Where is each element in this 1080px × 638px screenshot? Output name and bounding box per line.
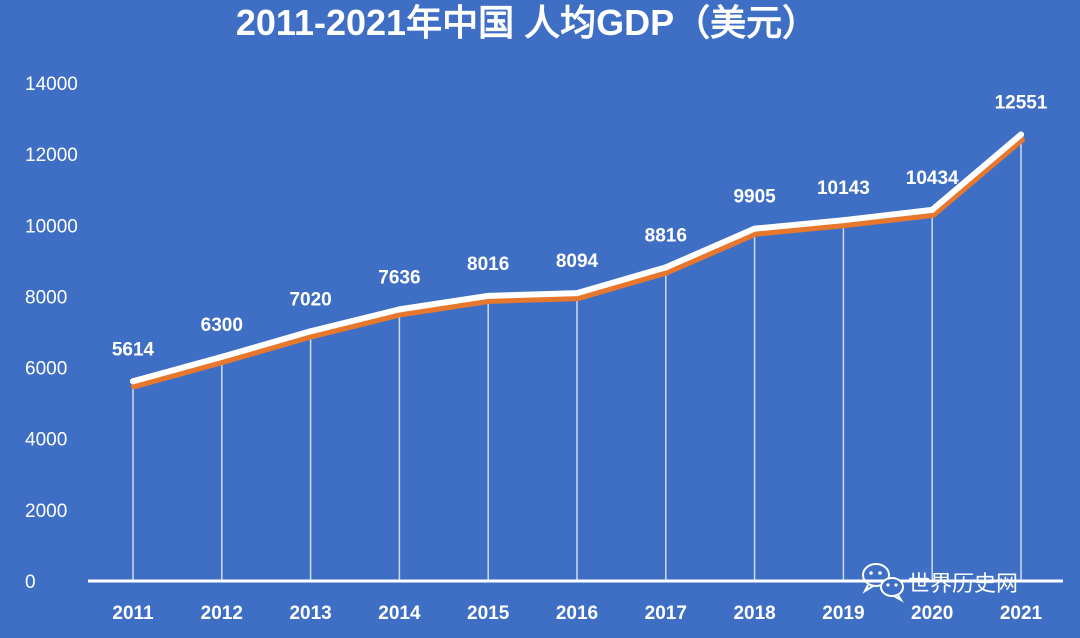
series (130, 131, 1025, 390)
x-tick-label: 2015 (467, 603, 510, 624)
data-point (396, 306, 403, 313)
wechat-icon (862, 563, 904, 603)
data-labels: 5614 6300 7020 7636 8016 8094 8816 9905 10143 104… (112, 93, 1048, 361)
data-label: 6300 (201, 315, 243, 336)
watermark-text: 世界历史网 (908, 571, 1018, 596)
y-tick-label: 6000 (25, 359, 67, 380)
data-point (130, 378, 136, 385)
data-point (1018, 131, 1024, 138)
x-tick-label: 2019 (822, 603, 864, 624)
x-tick-label: 2021 (1000, 603, 1043, 624)
x-tick-label: 2020 (911, 603, 953, 624)
data-point (929, 206, 936, 213)
y-tick-label: 8000 (25, 287, 67, 308)
data-label: 12551 (995, 93, 1048, 114)
data-point (662, 264, 669, 271)
y-axis-ticks: 0 2000 4000 6000 8000 10000 12000 14000 (25, 74, 78, 593)
data-point (574, 290, 580, 297)
x-tick-label: 2011 (112, 603, 154, 624)
y-tick-label: 12000 (25, 145, 78, 166)
data-point (840, 217, 847, 224)
data-label: 7020 (289, 289, 331, 310)
series-line-shadow (131, 136, 1025, 390)
data-point (307, 328, 314, 335)
data-label: 8094 (556, 251, 599, 272)
data-label: 10434 (906, 168, 959, 189)
watermark: 世界历史网 (862, 563, 1018, 603)
y-tick-label: 14000 (25, 74, 78, 95)
data-label: 10143 (817, 178, 870, 199)
y-tick-label: 10000 (25, 216, 78, 237)
x-tick-label: 2012 (201, 603, 243, 624)
x-tick-label: 2018 (733, 603, 775, 624)
data-label: 5614 (112, 339, 155, 360)
y-tick-label: 0 (25, 572, 36, 593)
y-tick-label: 2000 (25, 501, 67, 522)
y-tick-label: 4000 (25, 430, 67, 451)
x-tick-label: 2013 (289, 603, 331, 624)
drop-lines (132, 134, 1022, 581)
chart-title: 2011-2021年中国 人均GDP（美元） (236, 2, 818, 43)
data-label: 8816 (645, 225, 687, 246)
data-label: 7636 (378, 267, 420, 288)
data-point (218, 353, 225, 360)
data-label: 9905 (733, 187, 776, 208)
data-point (751, 225, 758, 232)
x-tick-label: 2016 (556, 603, 598, 624)
x-axis-ticks: 2011 2012 2013 2014 2015 2016 2017 2018 2019 2020… (112, 603, 1042, 624)
data-point (485, 292, 492, 299)
x-tick-label: 2014 (378, 603, 421, 624)
x-tick-label: 2017 (645, 603, 687, 624)
data-label: 8016 (467, 254, 509, 275)
